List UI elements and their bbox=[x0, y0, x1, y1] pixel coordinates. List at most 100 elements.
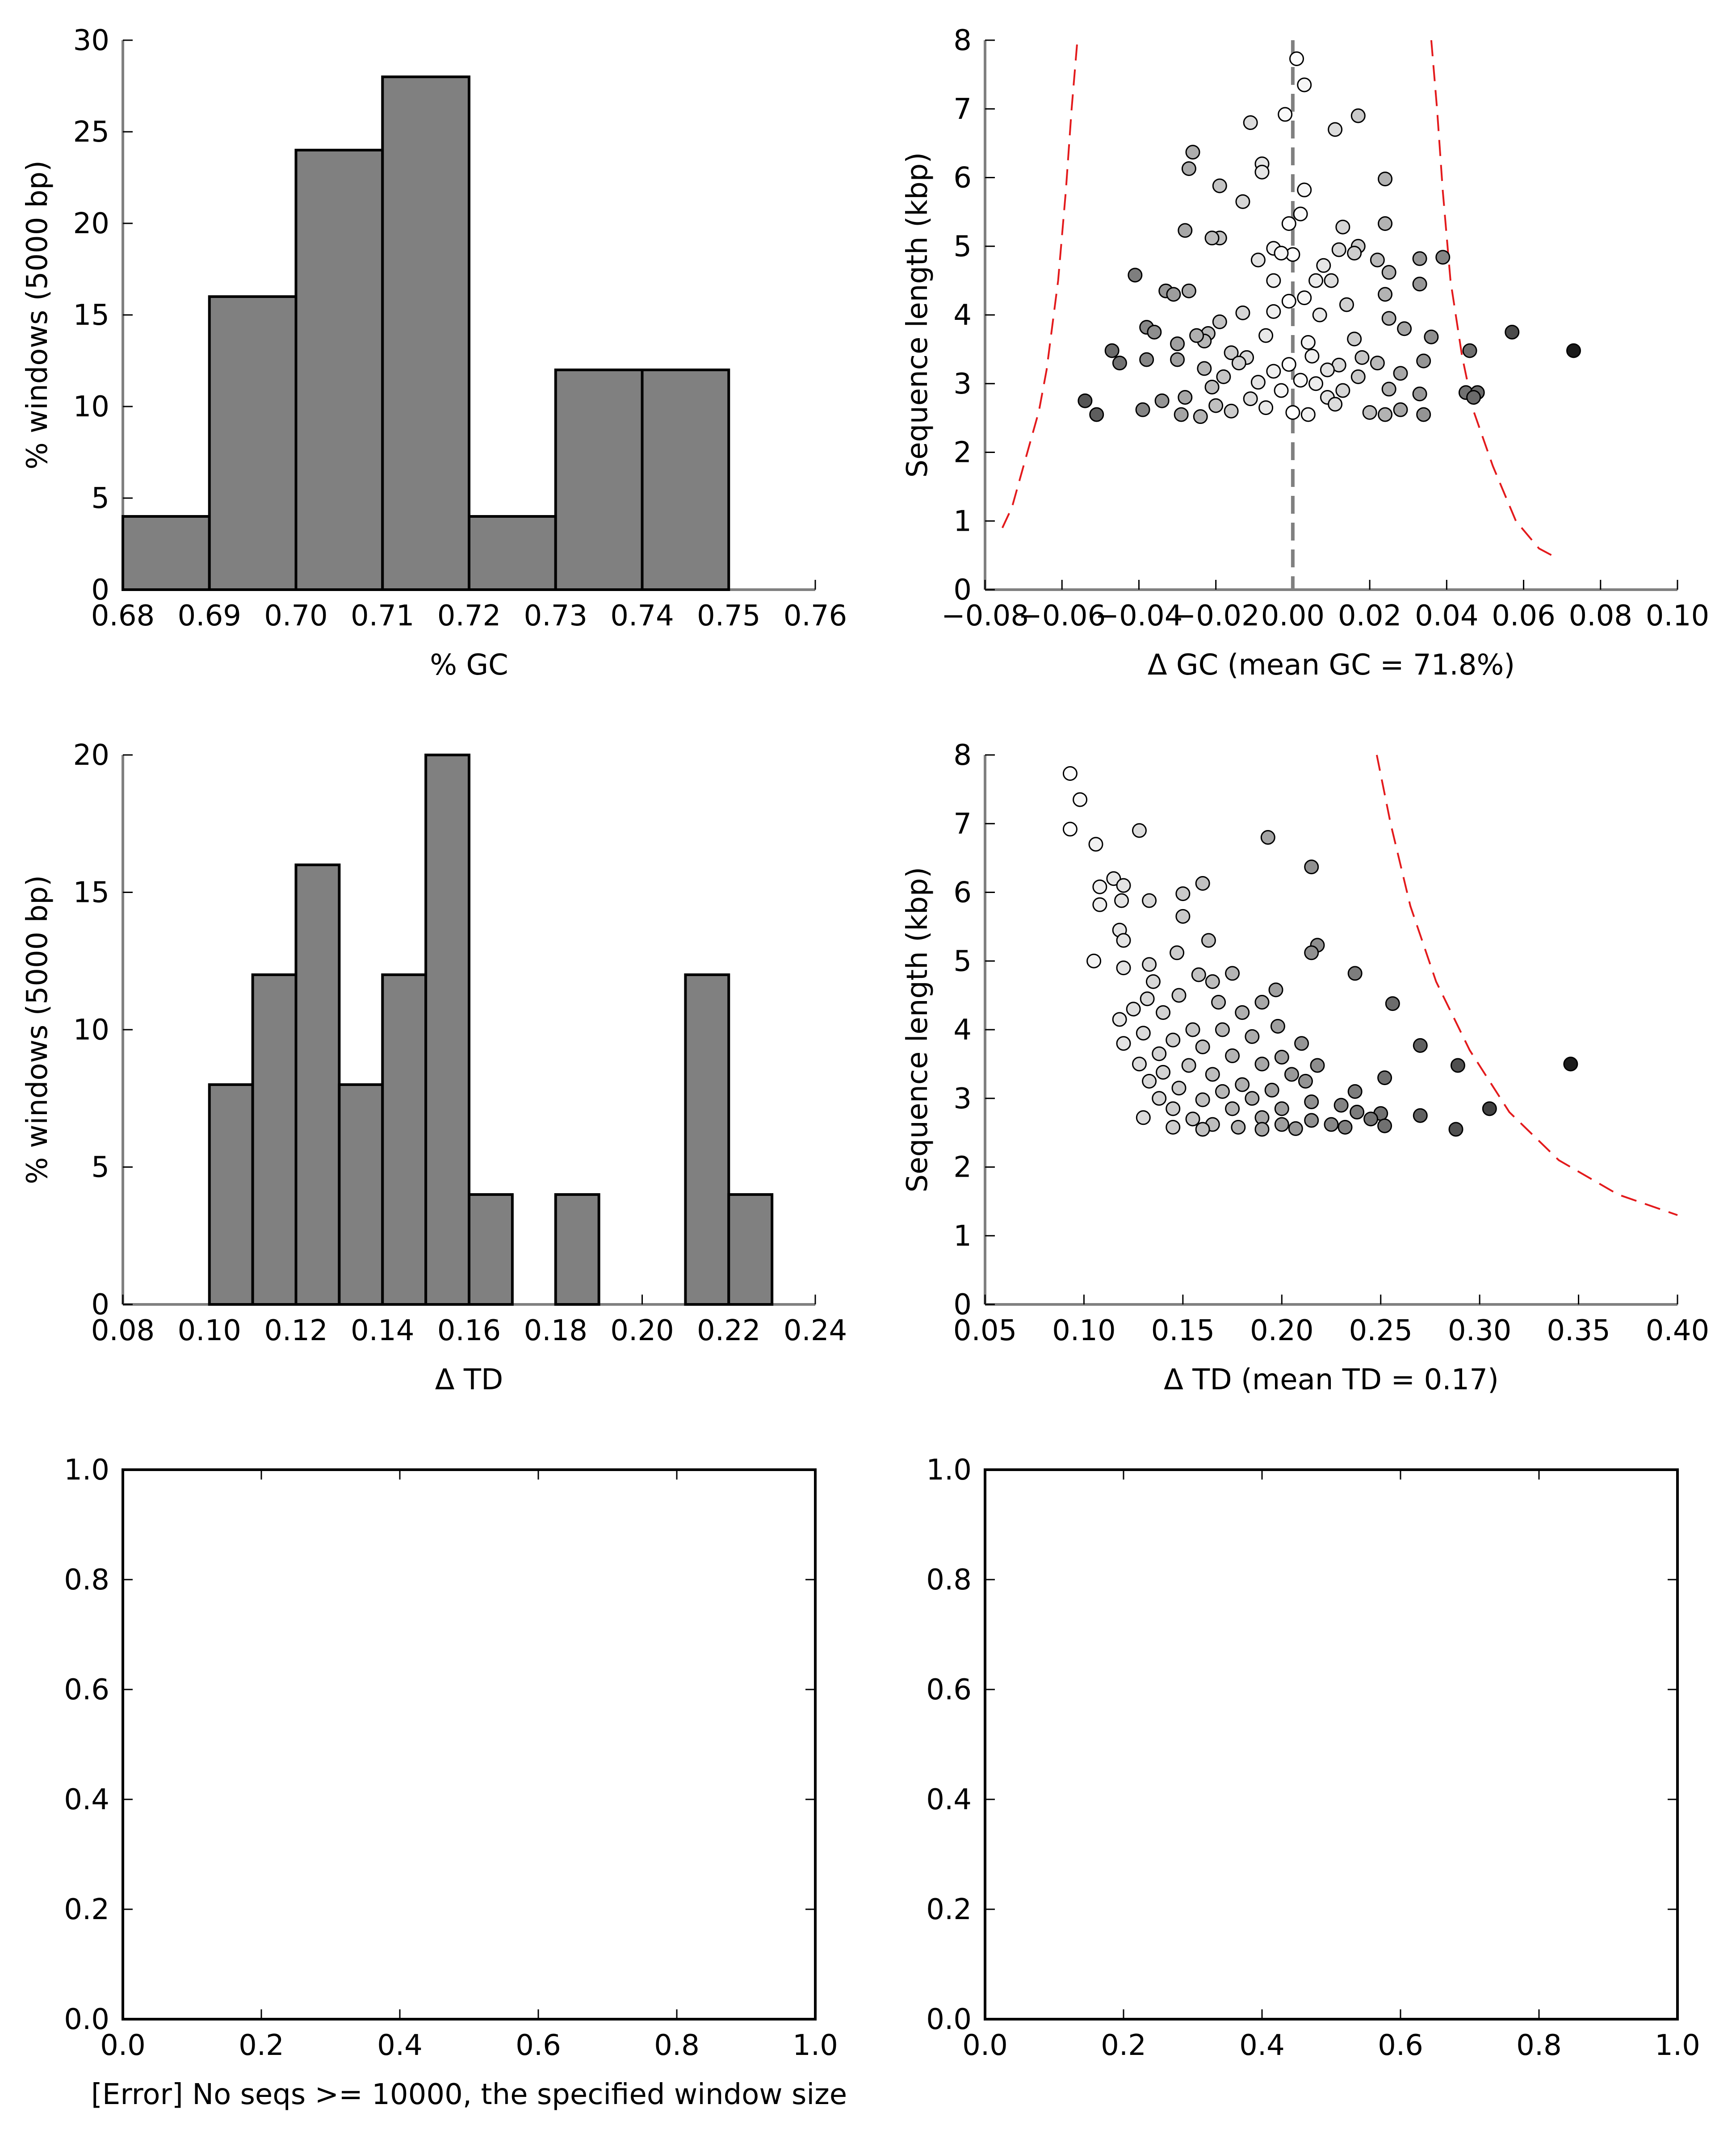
x-tick-label: 0.22 bbox=[697, 1314, 761, 1347]
scatter-point bbox=[1316, 258, 1331, 273]
histogram-bar bbox=[468, 1193, 514, 1306]
scatter-point bbox=[1211, 995, 1226, 1010]
scatter-point bbox=[1258, 400, 1274, 415]
y-tick-label: 1 bbox=[953, 1220, 972, 1253]
scatter-point bbox=[1116, 933, 1131, 948]
x-tick-label: 0.2 bbox=[1101, 2029, 1146, 2062]
scatter-point bbox=[1370, 356, 1385, 371]
scatter-point bbox=[1381, 265, 1396, 280]
x-tick-label: 0.73 bbox=[524, 599, 588, 633]
scatter-point bbox=[1112, 356, 1127, 371]
scatter-point bbox=[1448, 1122, 1463, 1137]
td-hist-xlabel: Δ TD bbox=[435, 1363, 503, 1396]
y-tick-label: 6 bbox=[953, 876, 972, 910]
envelope-curve bbox=[1430, 40, 1559, 560]
scatter-point bbox=[1258, 328, 1274, 343]
scatter-point bbox=[1136, 1026, 1151, 1041]
y-tick-label: 0 bbox=[953, 574, 972, 607]
y-tick-label: 0.8 bbox=[64, 1564, 109, 1597]
histogram-bar bbox=[381, 75, 470, 591]
scatter-point bbox=[1197, 361, 1212, 376]
x-tick-label: 0.10 bbox=[178, 1314, 242, 1347]
scatter-point bbox=[1288, 1121, 1303, 1136]
x-tick-label: 0.68 bbox=[91, 599, 155, 633]
x-tick-label: 0.15 bbox=[1151, 1314, 1215, 1347]
scatter-point bbox=[1435, 250, 1451, 265]
scatter-point bbox=[1235, 305, 1250, 320]
scatter-point bbox=[1378, 216, 1393, 231]
x-tick-label: 0.72 bbox=[437, 599, 501, 633]
scatter-point bbox=[1377, 1118, 1392, 1133]
scatter-point bbox=[1331, 242, 1346, 257]
scatter-point bbox=[1191, 967, 1206, 982]
y-tick-label: 0 bbox=[91, 574, 109, 607]
x-tick-label: 0.74 bbox=[610, 599, 674, 633]
scatter-point bbox=[1335, 219, 1350, 235]
plot-marks: 0.0 0.2 0.4 0.6 0.8 1.0 0.0 0.2 0.4 0.6 0.8 1.0 bbox=[926, 1454, 1700, 2062]
scatter-point bbox=[1284, 1067, 1299, 1082]
scatter-point bbox=[1266, 273, 1281, 288]
scatter-point bbox=[1297, 77, 1312, 92]
y-tick-label: 15 bbox=[73, 876, 109, 910]
x-tick-label: 0.76 bbox=[784, 599, 847, 633]
scatter-point bbox=[1324, 1117, 1339, 1132]
scatter-point bbox=[1106, 871, 1121, 886]
y-tick-label: 30 bbox=[73, 24, 109, 57]
scatter-point bbox=[1293, 206, 1308, 222]
x-tick-label: 0.4 bbox=[1239, 2029, 1285, 2062]
y-tick-label: 5 bbox=[953, 945, 972, 978]
scatter-point bbox=[1205, 1067, 1220, 1082]
histogram-bar bbox=[294, 864, 341, 1306]
scatter-point bbox=[1289, 51, 1304, 67]
scatter-point bbox=[1254, 1122, 1270, 1137]
scatter-point bbox=[1132, 1056, 1147, 1072]
scatter-point bbox=[1274, 1050, 1289, 1065]
scatter-point bbox=[1171, 988, 1187, 1003]
scatter-point bbox=[1308, 376, 1324, 391]
scatter-point bbox=[1350, 108, 1366, 123]
scatter-point bbox=[1250, 375, 1266, 390]
x-tick-label: 0.10 bbox=[1052, 1314, 1116, 1347]
scatter-point bbox=[1235, 1005, 1250, 1020]
scatter-point bbox=[1231, 1119, 1246, 1135]
x-tick-label: 0.75 bbox=[697, 599, 761, 633]
y-tick-label: 0.0 bbox=[64, 2003, 109, 2036]
scatter-point bbox=[1156, 1005, 1171, 1020]
scatter-point bbox=[1505, 324, 1520, 340]
scatter-point bbox=[1092, 897, 1107, 912]
x-tick-label: −0.04 bbox=[1095, 599, 1182, 633]
x-tick-label: 0.25 bbox=[1349, 1314, 1413, 1347]
scatter-point bbox=[1174, 407, 1189, 422]
scatter-point bbox=[1170, 945, 1185, 960]
scatter-point bbox=[1297, 290, 1312, 306]
scatter-point bbox=[1166, 287, 1181, 302]
scatter-point bbox=[1378, 287, 1393, 302]
scatter-point bbox=[1281, 293, 1296, 309]
scatter-point bbox=[1254, 1056, 1270, 1072]
scatter-point bbox=[1225, 1048, 1240, 1063]
scatter-point bbox=[1278, 107, 1293, 122]
scatter-point bbox=[1145, 974, 1161, 989]
scatter-point bbox=[1142, 957, 1157, 972]
envelope-curve bbox=[1001, 40, 1078, 528]
y-tick-label: 0.2 bbox=[926, 1893, 972, 1926]
scatter-point bbox=[1215, 1084, 1230, 1099]
x-tick-label: 0.06 bbox=[1492, 599, 1556, 633]
x-tick-label: 0.70 bbox=[264, 599, 328, 633]
scatter-point bbox=[1335, 383, 1350, 398]
scatter-point bbox=[1339, 297, 1354, 312]
y-tick-label: 15 bbox=[73, 299, 109, 332]
scatter-point bbox=[1062, 822, 1078, 837]
scatter-point bbox=[1324, 273, 1339, 288]
scatter-point bbox=[1281, 357, 1296, 372]
scatter-point bbox=[1378, 172, 1393, 187]
histogram-bar bbox=[554, 1193, 600, 1306]
scatter-point bbox=[1195, 1092, 1210, 1107]
scatter-point bbox=[1195, 1039, 1210, 1054]
gc-scatter-ylabel: Sequence length (kbp) bbox=[901, 152, 934, 478]
histogram-bar bbox=[684, 973, 730, 1306]
scatter-point bbox=[1413, 1108, 1428, 1123]
y-tick-label: 3 bbox=[953, 1082, 972, 1115]
scatter-point bbox=[1178, 390, 1193, 405]
x-tick-label: 0.8 bbox=[1516, 2029, 1562, 2062]
